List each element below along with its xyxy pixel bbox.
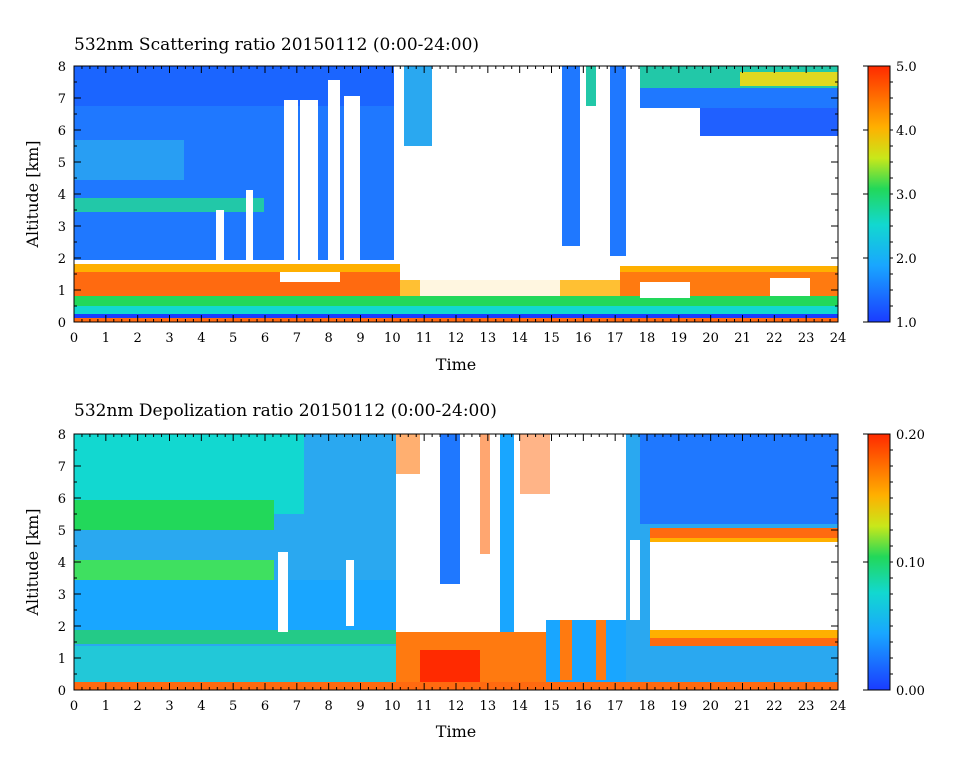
x-tick-label: 0 <box>70 331 78 346</box>
x-tick-label: 12 <box>448 699 465 714</box>
x-tick-label: 0 <box>70 699 78 714</box>
x-tick-label: 16 <box>575 331 592 346</box>
colorbar-tick-label: 0.20 <box>896 428 925 443</box>
colorbar-tick-label: 2.0 <box>896 252 917 267</box>
x-tick-label: 18 <box>639 699 656 714</box>
x-tick-label: 14 <box>511 699 528 714</box>
depolarization-ratio-panel: 532nm Depolization ratio 20150112 (0:00-… <box>23 401 925 741</box>
x-tick-label: 15 <box>543 331 560 346</box>
y-tick-label: 7 <box>58 460 66 475</box>
x-tick-label: 11 <box>416 331 433 346</box>
depolarization-y-axis-title: Altitude [km] <box>23 508 42 616</box>
y-tick-label: 0 <box>58 316 66 331</box>
y-tick-label: 2 <box>58 620 66 635</box>
depolarization-colorbar <box>868 434 890 690</box>
x-tick-label: 19 <box>671 699 688 714</box>
colorbar-tick-label: 5.0 <box>896 60 917 75</box>
x-tick-label: 8 <box>325 331 333 346</box>
x-tick-label: 2 <box>134 699 142 714</box>
x-tick-label: 23 <box>798 699 815 714</box>
scattering-heatmap <box>74 66 838 322</box>
x-tick-label: 19 <box>671 331 688 346</box>
x-tick-label: 10 <box>384 331 401 346</box>
x-tick-label: 8 <box>325 699 333 714</box>
scattering-chart-title: 532nm Scattering ratio 20150112 (0:00-24… <box>74 35 479 55</box>
x-tick-label: 17 <box>607 331 624 346</box>
x-tick-label: 13 <box>480 699 497 714</box>
x-tick-label: 21 <box>734 331 751 346</box>
y-tick-label: 4 <box>58 556 66 571</box>
depolarization-x-axis-title: Time <box>436 722 476 741</box>
x-tick-label: 23 <box>798 331 815 346</box>
y-tick-label: 8 <box>58 428 66 443</box>
x-tick-label: 12 <box>448 331 465 346</box>
scattering-x-axis-title: Time <box>436 355 476 374</box>
depolarization-chart-title: 532nm Depolization ratio 20150112 (0:00-… <box>74 401 497 421</box>
x-tick-label: 1 <box>102 331 110 346</box>
y-tick-label: 1 <box>58 284 66 299</box>
x-tick-label: 6 <box>261 331 269 346</box>
y-tick-label: 3 <box>58 588 66 603</box>
x-tick-label: 22 <box>766 699 783 714</box>
x-tick-label: 3 <box>165 331 173 346</box>
depolarization-colorbar-ticks: 0.00 0.10 0.20 <box>863 428 925 699</box>
x-tick-label: 16 <box>575 699 592 714</box>
scattering-colorbar <box>868 66 890 322</box>
depolarization-cloud-gap <box>650 540 838 630</box>
x-tick-label: 13 <box>480 331 497 346</box>
x-tick-label: 6 <box>261 699 269 714</box>
x-tick-label: 7 <box>293 331 301 346</box>
depolarization-heatmap <box>74 434 838 690</box>
x-tick-label: 2 <box>134 331 142 346</box>
y-tick-label: 6 <box>58 124 66 139</box>
scattering-colorbar-ticks: 1.0 2.0 3.0 4.0 5.0 <box>863 60 917 331</box>
x-tick-label: 18 <box>639 331 656 346</box>
x-tick-label: 17 <box>607 699 624 714</box>
y-tick-label: 8 <box>58 60 66 75</box>
x-tick-label: 21 <box>734 699 751 714</box>
y-tick-label: 0 <box>58 684 66 699</box>
colorbar-tick-label: 0.10 <box>896 556 925 571</box>
x-tick-label: 24 <box>830 331 847 346</box>
x-tick-label: 14 <box>511 331 528 346</box>
x-tick-label: 11 <box>416 699 433 714</box>
scattering-axes: 0 1 2 3 4 5 6 7 8 9 10 11 12 13 14 15 16 17 18 19 20 21 22 23 24… <box>58 60 847 346</box>
x-tick-label: 5 <box>229 699 237 714</box>
depolarization-axes: 0 1 2 3 4 5 6 7 8 9 10 11 12 13 14 15 16 17 18 19 20 21 22 23 24… <box>58 428 847 714</box>
x-tick-label: 1 <box>102 699 110 714</box>
y-tick-label: 6 <box>58 492 66 507</box>
colorbar-tick-label: 0.00 <box>896 684 925 699</box>
x-tick-label: 9 <box>356 699 364 714</box>
x-tick-label: 10 <box>384 699 401 714</box>
x-tick-label: 5 <box>229 331 237 346</box>
x-tick-label: 20 <box>702 331 719 346</box>
y-tick-label: 7 <box>58 92 66 107</box>
x-tick-label: 15 <box>543 699 560 714</box>
y-tick-label: 1 <box>58 652 66 667</box>
x-tick-label: 9 <box>356 331 364 346</box>
x-tick-label: 20 <box>702 699 719 714</box>
scattering-y-axis-title: Altitude [km] <box>23 140 42 248</box>
colorbar-tick-label: 4.0 <box>896 124 917 139</box>
x-tick-label: 4 <box>197 699 205 714</box>
colorbar-tick-label: 1.0 <box>896 316 917 331</box>
x-tick-label: 24 <box>830 699 847 714</box>
y-tick-label: 2 <box>58 252 66 267</box>
y-tick-label: 4 <box>58 188 66 203</box>
x-tick-label: 4 <box>197 331 205 346</box>
x-tick-label: 7 <box>293 699 301 714</box>
colorbar-tick-label: 3.0 <box>896 188 917 203</box>
y-tick-label: 5 <box>58 524 66 539</box>
x-tick-label: 3 <box>165 699 173 714</box>
y-tick-label: 5 <box>58 156 66 171</box>
scattering-ratio-panel: 532nm Scattering ratio 20150112 (0:00-24… <box>23 35 917 374</box>
y-tick-label: 3 <box>58 220 66 235</box>
x-tick-label: 22 <box>766 331 783 346</box>
